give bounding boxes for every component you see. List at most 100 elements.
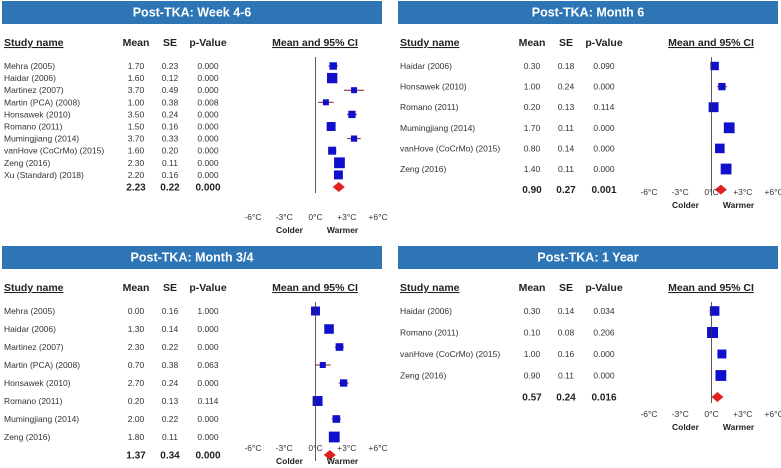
summary-se: 0.22 [160,183,180,194]
study-p-value: 0.000 [197,73,219,83]
study-name: Zeng (2016) [4,158,50,168]
study-row: vanHove (CoCrMo) (2015) 0.80 0.14 0.000 [400,143,725,153]
warmer-label: Warmer [327,225,359,235]
header-study-name: Study name [400,282,460,294]
study-row: Zeng (2016) 0.90 0.11 0.000 [400,370,727,381]
study-name: Romano (2011) [400,328,459,338]
study-name: Martinez (2007) [4,342,64,352]
study-p-value: 0.000 [197,432,219,442]
study-p-value: 0.000 [593,349,615,359]
study-row: Martinez (2007) 2.30 0.22 0.000 [4,342,344,352]
study-se: 0.11 [558,164,574,174]
x-tick-label: +3°C [337,443,356,453]
study-se: 0.20 [162,146,179,156]
study-marker [708,102,719,113]
study-mean: 0.10 [524,328,541,338]
study-marker [723,122,735,134]
study-name: vanHove (CoCrMo) (2015) [400,349,500,359]
study-mean: 1.70 [524,123,541,133]
study-name: Zeng (2016) [4,432,50,442]
study-se: 0.22 [162,342,179,352]
study-name: Haidar (2006) [4,73,56,83]
study-p-value: 0.206 [593,328,615,338]
summary-p-value: 0.001 [591,185,616,196]
study-mean: 0.90 [524,371,541,381]
study-name: Honsawek (2010) [4,378,71,388]
study-name: Haidar (2006) [400,306,452,316]
study-p-value: 0.000 [593,164,615,174]
study-marker [710,61,719,71]
panel-title-banner [2,246,382,269]
study-mean: 1.40 [524,164,541,174]
study-name: Haidar (2006) [400,61,452,71]
study-row: Mumingjiang (2014) 2.00 0.22 0.000 [4,414,341,424]
panel-title-banner [398,246,778,269]
study-p-value: 1.000 [197,306,219,316]
study-p-value: 0.000 [197,61,219,71]
study-mean: 0.00 [128,306,145,316]
study-name: Xu (Standard) (2018) [4,170,84,180]
summary-se: 0.24 [556,393,576,404]
study-row: Romano (2011) 0.20 0.13 0.114 [400,102,719,112]
study-se: 0.11 [558,123,574,133]
study-name: Romano (2011) [4,396,63,406]
study-row: Xu (Standard) (2018) 2.20 0.16 0.000 [4,170,343,180]
study-row: vanHove (CoCrMo) (2015) 1.00 0.16 0.000 [400,349,727,359]
study-mean: 0.30 [524,306,541,316]
header-p-value: p-Value [585,282,623,294]
summary-diamond [714,184,727,195]
header-mean: Mean [519,37,546,49]
colder-label: Colder [672,422,700,432]
header-study-name: Study name [4,282,64,294]
study-mean: 1.60 [128,73,145,83]
x-tick-label: +6°C [764,409,781,419]
study-marker [715,370,727,381]
study-p-value: 0.000 [197,378,219,388]
x-tick-label: -6°C [640,187,657,197]
study-marker [334,157,345,169]
summary-mean: 1.37 [126,451,146,462]
study-row: Romano (2011) 0.20 0.13 0.114 [4,396,323,406]
study-p-value: 0.000 [197,109,219,119]
study-p-value: 0.000 [197,85,219,95]
study-se: 0.24 [558,82,575,92]
panel-title: Post-TKA: Month 3/4 [131,250,254,264]
study-row: Martin (PCA) (2008) 1.00 0.38 0.008 [4,97,334,107]
colder-label: Colder [672,200,700,210]
study-p-value: 0.000 [197,134,219,144]
header-mean: Mean [123,37,150,49]
study-marker [327,72,338,84]
study-se: 0.13 [558,102,575,112]
study-se: 0.16 [558,349,575,359]
warmer-label: Warmer [723,200,755,210]
summary-p-value: 0.000 [195,183,220,194]
x-tick-label: +6°C [368,212,387,222]
study-row: Martin (PCA) (2008) 0.70 0.38 0.063 [4,360,331,370]
x-tick-label: +3°C [733,187,752,197]
study-p-value: 0.114 [198,396,219,406]
study-se: 0.08 [558,328,575,338]
study-row: Romano (2011) 0.10 0.08 0.206 [400,327,719,338]
study-name: Martinez (2007) [4,85,64,95]
study-se: 0.16 [162,306,179,316]
study-se: 0.14 [162,324,179,334]
study-row: vanHove (CoCrMo) (2015) 1.60 0.20 0.000 [4,146,337,156]
study-p-value: 0.008 [197,97,219,107]
study-mean: 0.80 [524,143,541,153]
summary-se: 0.34 [160,451,180,462]
study-marker [351,87,358,94]
study-mean: 2.00 [128,414,145,424]
warmer-label: Warmer [723,422,755,432]
panel-title-banner [398,1,778,24]
summary-row: 2.23 0.22 0.000 [126,182,345,194]
header-se: SE [163,37,177,49]
study-p-value: 0.000 [197,122,219,132]
study-mean: 1.60 [128,146,145,156]
study-mean: 0.30 [524,61,541,71]
header-p-value: p-Value [189,282,227,294]
study-se: 0.16 [162,170,179,180]
study-mean: 2.30 [128,158,145,168]
study-marker [319,362,326,368]
header-ci: Mean and 95% CI [668,282,754,294]
